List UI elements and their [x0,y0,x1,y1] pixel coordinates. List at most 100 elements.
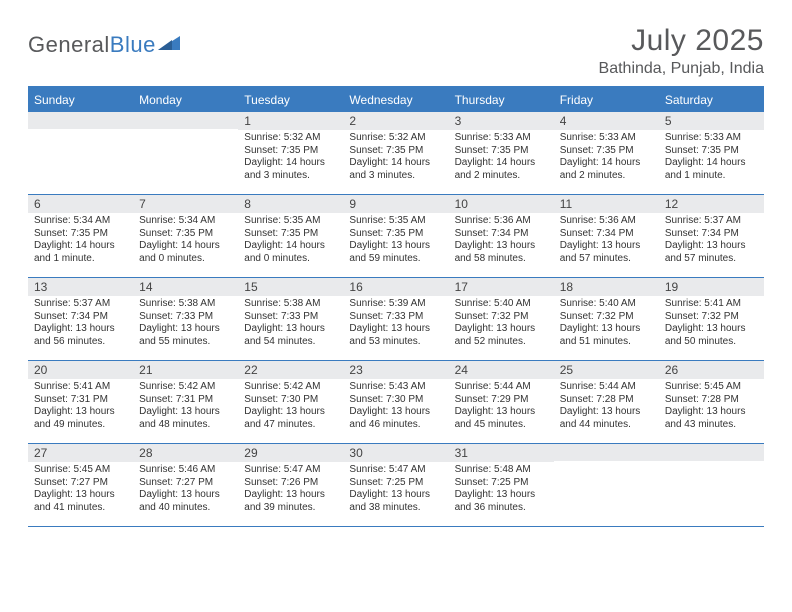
calendar-cell: 16Sunrise: 5:39 AMSunset: 7:33 PMDayligh… [343,278,448,360]
daylight-line: Daylight: 14 hours and 3 minutes. [349,157,442,182]
sunrise-line: Sunrise: 5:44 AM [455,381,548,394]
sunset-line: Sunset: 7:32 PM [455,311,548,324]
sunrise-line: Sunrise: 5:42 AM [139,381,232,394]
day-headers: SundayMondayTuesdayWednesdayThursdayFrid… [28,88,764,112]
cell-body: Sunrise: 5:35 AMSunset: 7:35 PMDaylight:… [238,213,343,269]
cell-body: Sunrise: 5:38 AMSunset: 7:33 PMDaylight:… [133,296,238,352]
sunrise-line: Sunrise: 5:40 AM [560,298,653,311]
sunset-line: Sunset: 7:35 PM [455,145,548,158]
calendar-cell-empty [133,112,238,194]
day-number: 23 [343,361,448,379]
calendar-cell: 21Sunrise: 5:42 AMSunset: 7:31 PMDayligh… [133,361,238,443]
calendar-cell: 29Sunrise: 5:47 AMSunset: 7:26 PMDayligh… [238,444,343,526]
sunset-line: Sunset: 7:34 PM [560,228,653,241]
day-header: Thursday [449,88,554,112]
daylight-line: Daylight: 13 hours and 57 minutes. [560,240,653,265]
daylight-line: Daylight: 13 hours and 39 minutes. [244,489,337,514]
sunrise-line: Sunrise: 5:38 AM [139,298,232,311]
day-number: 25 [554,361,659,379]
sunset-line: Sunset: 7:35 PM [244,228,337,241]
sunset-line: Sunset: 7:31 PM [34,394,127,407]
header: GeneralBlue July 2025 Bathinda, Punjab, … [28,24,764,78]
daylight-line: Daylight: 13 hours and 48 minutes. [139,406,232,431]
sunset-line: Sunset: 7:33 PM [244,311,337,324]
calendar-week: 20Sunrise: 5:41 AMSunset: 7:31 PMDayligh… [28,361,764,444]
sunset-line: Sunset: 7:32 PM [560,311,653,324]
cell-body [554,461,659,523]
day-number: 10 [449,195,554,213]
calendar-cell: 6Sunrise: 5:34 AMSunset: 7:35 PMDaylight… [28,195,133,277]
sunrise-line: Sunrise: 5:37 AM [34,298,127,311]
sunrise-line: Sunrise: 5:36 AM [560,215,653,228]
calendar-cell: 8Sunrise: 5:35 AMSunset: 7:35 PMDaylight… [238,195,343,277]
sunset-line: Sunset: 7:30 PM [349,394,442,407]
cell-body: Sunrise: 5:34 AMSunset: 7:35 PMDaylight:… [28,213,133,269]
calendar-cell: 7Sunrise: 5:34 AMSunset: 7:35 PMDaylight… [133,195,238,277]
calendar-week: 1Sunrise: 5:32 AMSunset: 7:35 PMDaylight… [28,112,764,195]
cell-body [133,129,238,191]
daylight-line: Daylight: 13 hours and 49 minutes. [34,406,127,431]
day-number: 19 [659,278,764,296]
sunset-line: Sunset: 7:26 PM [244,477,337,490]
cell-body: Sunrise: 5:47 AMSunset: 7:26 PMDaylight:… [238,462,343,518]
calendar-cell-empty [554,444,659,526]
day-number: 2 [343,112,448,130]
sunrise-line: Sunrise: 5:47 AM [349,464,442,477]
day-number: 12 [659,195,764,213]
sunset-line: Sunset: 7:31 PM [139,394,232,407]
calendar-cell-empty [28,112,133,194]
day-header: Saturday [659,88,764,112]
calendar-week: 27Sunrise: 5:45 AMSunset: 7:27 PMDayligh… [28,444,764,527]
day-header: Tuesday [238,88,343,112]
daylight-line: Daylight: 13 hours and 47 minutes. [244,406,337,431]
day-number: 24 [449,361,554,379]
cell-body: Sunrise: 5:47 AMSunset: 7:25 PMDaylight:… [343,462,448,518]
day-number: 28 [133,444,238,462]
calendar-cell: 24Sunrise: 5:44 AMSunset: 7:29 PMDayligh… [449,361,554,443]
cell-body: Sunrise: 5:45 AMSunset: 7:27 PMDaylight:… [28,462,133,518]
day-number: 22 [238,361,343,379]
day-header: Monday [133,88,238,112]
sunset-line: Sunset: 7:35 PM [244,145,337,158]
sunrise-line: Sunrise: 5:44 AM [560,381,653,394]
daylight-line: Daylight: 13 hours and 51 minutes. [560,323,653,348]
day-number: 6 [28,195,133,213]
sunrise-line: Sunrise: 5:37 AM [665,215,758,228]
sunrise-line: Sunrise: 5:33 AM [455,132,548,145]
calendar-cell: 17Sunrise: 5:40 AMSunset: 7:32 PMDayligh… [449,278,554,360]
sunrise-line: Sunrise: 5:45 AM [34,464,127,477]
day-number: 26 [659,361,764,379]
cell-body: Sunrise: 5:48 AMSunset: 7:25 PMDaylight:… [449,462,554,518]
title-block: July 2025 Bathinda, Punjab, India [599,24,764,78]
calendar-cell: 25Sunrise: 5:44 AMSunset: 7:28 PMDayligh… [554,361,659,443]
daylight-line: Daylight: 13 hours and 56 minutes. [34,323,127,348]
daylight-line: Daylight: 13 hours and 53 minutes. [349,323,442,348]
cell-body: Sunrise: 5:43 AMSunset: 7:30 PMDaylight:… [343,379,448,435]
sunset-line: Sunset: 7:29 PM [455,394,548,407]
sunset-line: Sunset: 7:35 PM [665,145,758,158]
daylight-line: Daylight: 13 hours and 46 minutes. [349,406,442,431]
sunset-line: Sunset: 7:32 PM [665,311,758,324]
day-number: 16 [343,278,448,296]
calendar-cell: 23Sunrise: 5:43 AMSunset: 7:30 PMDayligh… [343,361,448,443]
sunset-line: Sunset: 7:27 PM [139,477,232,490]
sunrise-line: Sunrise: 5:33 AM [665,132,758,145]
calendar-cell: 10Sunrise: 5:36 AMSunset: 7:34 PMDayligh… [449,195,554,277]
daylight-line: Daylight: 13 hours and 43 minutes. [665,406,758,431]
cell-body: Sunrise: 5:35 AMSunset: 7:35 PMDaylight:… [343,213,448,269]
day-number: 7 [133,195,238,213]
daylight-line: Daylight: 13 hours and 59 minutes. [349,240,442,265]
sunrise-line: Sunrise: 5:41 AM [665,298,758,311]
sunrise-line: Sunrise: 5:46 AM [139,464,232,477]
daylight-line: Daylight: 13 hours and 38 minutes. [349,489,442,514]
sunrise-line: Sunrise: 5:48 AM [455,464,548,477]
daylight-line: Daylight: 13 hours and 52 minutes. [455,323,548,348]
cell-body: Sunrise: 5:32 AMSunset: 7:35 PMDaylight:… [238,130,343,186]
daylight-line: Daylight: 14 hours and 0 minutes. [244,240,337,265]
day-number [554,444,659,461]
triangle-icon [158,34,180,55]
sunrise-line: Sunrise: 5:34 AM [139,215,232,228]
sunrise-line: Sunrise: 5:33 AM [560,132,653,145]
cell-body: Sunrise: 5:41 AMSunset: 7:32 PMDaylight:… [659,296,764,352]
day-number: 20 [28,361,133,379]
